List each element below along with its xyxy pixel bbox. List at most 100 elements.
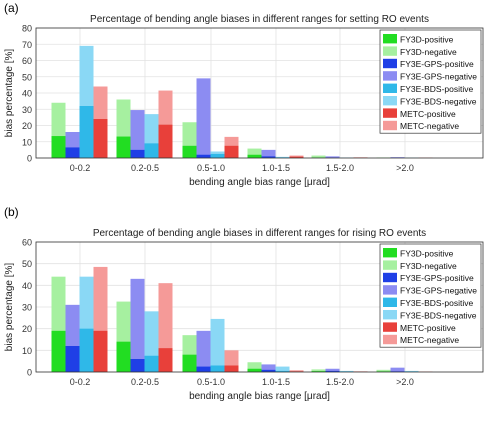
bar-metc-positive (289, 156, 304, 158)
y-tick-label: 30 (22, 105, 32, 115)
legend-entry-label: METC-negative (400, 335, 459, 345)
bar-fy3e-gps-positive (196, 154, 211, 158)
x-tick-label: 0.5-1.0 (197, 163, 225, 173)
y-tick-label: 80 (22, 24, 32, 34)
bar-fy3e-gps-positive (130, 149, 145, 158)
chart-panel-b: (b) Percentage of bending angle biases in… (4, 205, 484, 402)
bar-fy3e-gps-positive (65, 147, 80, 158)
y-tick-label: 0 (27, 368, 32, 378)
legend-swatch (383, 120, 397, 131)
bar-fy3e-gps-positive (261, 369, 276, 372)
legend-swatch (383, 272, 397, 283)
legend-entry-label: FY3E-GPS-negative (400, 286, 477, 296)
y-tick-label: 10 (22, 137, 32, 147)
bar-fy3d-positive (182, 354, 197, 372)
legend-swatch (383, 285, 397, 295)
bar-fy3e-bds-positive (210, 365, 225, 372)
bar-metc-positive (224, 365, 239, 372)
bar-fy3e-bds-negative (339, 370, 354, 372)
y-tick-label: 60 (22, 238, 32, 248)
legend-entry-label: FY3D-positive (400, 34, 454, 44)
bar-fy3e-gps-negative (196, 78, 211, 158)
bar-fy3d-positive (311, 371, 326, 372)
x-tick-label: 0.2-0.5 (131, 163, 159, 173)
x-tick-label: 0.5-1.0 (197, 377, 225, 387)
bar-metc-negative (289, 370, 304, 372)
bar-fy3e-bds-positive (79, 106, 94, 158)
bar-fy3d-negative (311, 155, 326, 158)
panel-label: (a) (4, 1, 19, 15)
bar-metc-positive (93, 119, 108, 158)
legend-swatch (383, 260, 397, 270)
x-tick-label: >2.0 (396, 163, 414, 173)
legend-entry-label: FY3D-negative (400, 261, 457, 271)
legend-entry-label: FY3E-BDS-positive (400, 298, 473, 308)
bar-fy3e-gps-negative (325, 156, 340, 158)
bar-fy3d-positive (247, 154, 262, 158)
bar-fy3d-positive (51, 136, 66, 158)
bar-fy3e-bds-positive (144, 355, 159, 372)
legend-swatch (383, 83, 397, 93)
legend-swatch (383, 108, 397, 118)
legend-entry-label: FY3E-GPS-positive (400, 59, 474, 69)
bar-fy3e-gps-negative (325, 368, 340, 372)
x-tick-label: >2.0 (396, 377, 414, 387)
legend-swatch (383, 248, 397, 258)
legend-entry-label: METC-positive (400, 109, 456, 119)
bar-fy3d-positive (247, 368, 262, 372)
chart-title: Percentage of bending angle biases in di… (90, 14, 429, 25)
bar-fy3d-negative (376, 369, 391, 372)
legend-entry-label: FY3E-GPS-negative (400, 72, 477, 82)
bar-fy3e-gps-negative (261, 364, 276, 372)
legend-swatch (383, 58, 397, 69)
bar-metc-positive (224, 145, 239, 158)
bar-metc-positive (158, 124, 173, 158)
bar-fy3e-gps-negative (390, 367, 405, 372)
legend-swatch (383, 34, 397, 44)
bar-fy3e-bds-negative (404, 370, 419, 372)
bar-metc-positive (158, 348, 173, 372)
x-tick-label: 1.0-1.5 (262, 377, 290, 387)
bar-fy3e-gps-positive (65, 346, 80, 372)
y-tick-label: 40 (22, 281, 32, 291)
x-axis-label: bending angle bias range [μrad] (189, 177, 330, 188)
bar-fy3e-bds-positive (275, 370, 290, 372)
legend-swatch (383, 334, 397, 345)
bar-fy3e-bds-negative (275, 156, 290, 158)
bar-fy3e-bds-positive (210, 153, 225, 158)
y-tick-label: 60 (22, 56, 32, 66)
bar-fy3e-gps-positive (196, 366, 211, 372)
legend-entry-label: METC-positive (400, 323, 456, 333)
bar-fy3d-positive (51, 330, 66, 372)
bar-fy3e-gps-positive (130, 359, 145, 372)
bar-fy3e-gps-positive (261, 156, 276, 158)
bar-fy3d-negative (311, 369, 326, 372)
y-tick-label: 40 (22, 89, 32, 99)
y-axis-label: bias percentage [%] (4, 49, 15, 138)
legend-entry-label: FY3D-positive (400, 248, 454, 258)
bar-fy3e-bds-positive (144, 143, 159, 158)
y-axis-label: bias percentage [%] (4, 263, 15, 352)
y-tick-label: 50 (22, 72, 32, 82)
x-tick-label: 1.0-1.5 (262, 163, 290, 173)
chart-panel-a: (a) Percentage of bending angle biases in… (4, 1, 484, 188)
legend-entry-label: METC-negative (400, 121, 459, 131)
axes-frame (35, 241, 484, 373)
x-tick-label: 1.5-2.0 (326, 163, 354, 173)
bar-fy3e-bds-negative (275, 366, 290, 372)
legend: FY3D-positive FY3D-negative FY3E-GPS-posit… (379, 243, 482, 348)
bar-fy3e-gps-negative (130, 110, 145, 158)
bar-fy3d-positive (182, 145, 197, 158)
bar-fy3e-bds-negative (210, 318, 225, 372)
legend-swatch (383, 71, 397, 81)
x-tick-label: 0.2-0.5 (131, 377, 159, 387)
bar-fy3e-gps-negative (261, 149, 276, 158)
y-tick-label: 20 (22, 121, 32, 131)
bar-fy3e-bds-positive (79, 328, 94, 372)
bar-metc-positive (93, 330, 108, 372)
legend-swatch (383, 310, 397, 320)
chart-title: Percentage of bending angle biases in di… (93, 228, 426, 239)
bar-fy3d-positive (116, 341, 131, 372)
legend-entry-label: FY3D-negative (400, 47, 457, 57)
